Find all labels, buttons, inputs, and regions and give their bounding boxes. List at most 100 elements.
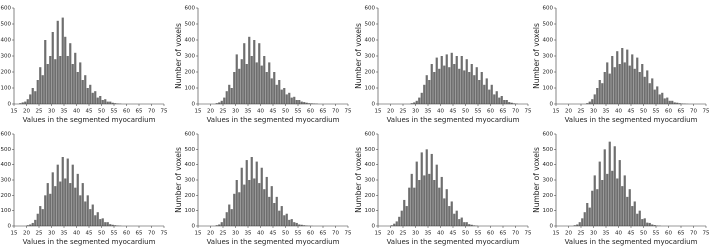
bar (468, 224, 471, 226)
x-tick-label: 45 (450, 109, 457, 115)
y-tick-label: 200 (365, 70, 376, 76)
x-tick-label: 60 (487, 231, 494, 237)
bar (598, 161, 601, 226)
bar (39, 67, 42, 104)
bar (46, 64, 49, 104)
y-tick-label: 600 (365, 132, 376, 138)
bar (99, 219, 102, 226)
y-tick-label: 500 (185, 22, 196, 28)
bar (410, 173, 413, 226)
histogram-panel: 0 100 200 300 400 500 600 15 20 25 30 35 40 45 50 55 60 6… (354, 6, 532, 125)
bar (638, 210, 641, 226)
y-tick-label: 200 (185, 70, 196, 76)
x-tick-label: 70 (690, 231, 697, 237)
bar (36, 80, 39, 104)
bar (310, 103, 313, 104)
bar (448, 67, 451, 104)
bar (263, 189, 266, 226)
bar (646, 222, 649, 226)
x-tick-label: 35 (603, 231, 610, 237)
bar (46, 183, 49, 226)
bar (628, 189, 631, 226)
y-tick-label: 200 (543, 193, 554, 199)
bar (71, 164, 74, 226)
bar (433, 72, 436, 104)
y-tick-label: 200 (185, 193, 196, 199)
x-tick-label: 30 (590, 109, 597, 115)
bar (215, 225, 218, 226)
bar (278, 210, 281, 226)
bar (293, 96, 296, 104)
x-tick-label: 35 (61, 109, 68, 115)
bar (280, 206, 283, 226)
bar (596, 189, 599, 226)
x-tick-label: 50 (640, 231, 647, 237)
histogram-panel: 0 100 200 300 400 500 600 15 20 25 30 35 40 45 50 55 60 6… (174, 132, 352, 247)
bar (220, 222, 223, 226)
bar (104, 222, 107, 226)
bar (425, 75, 428, 104)
x-tick-label: 50 (640, 109, 647, 115)
bar (508, 102, 511, 104)
bar (26, 99, 29, 104)
x-axis-label: Values in the segmented myocardium (207, 116, 340, 124)
bar (455, 56, 458, 104)
x-tick-label: 20 (565, 109, 572, 115)
bar (455, 210, 458, 226)
bar (250, 56, 253, 104)
bar (114, 225, 117, 226)
bar (298, 224, 301, 226)
x-tick-label: 70 (148, 231, 155, 237)
x-tick-label: 25 (400, 109, 407, 115)
bar (220, 100, 223, 104)
x-axis-label: Values in the segmented myocardium (207, 238, 340, 246)
bar (470, 224, 473, 226)
histogram-panel: 0 100 200 300 400 500 600 15 20 25 30 35 40 45 50 55 60 6… (1, 6, 168, 125)
y-tick-label: 400 (1, 162, 12, 168)
bar (583, 212, 586, 226)
bar (485, 78, 488, 104)
bar (601, 180, 604, 226)
y-tick-label: 400 (365, 38, 376, 44)
bar (270, 186, 273, 226)
bar (601, 83, 604, 104)
x-tick-label: 25 (578, 109, 585, 115)
x-tick-label: 40 (437, 109, 444, 115)
bar (86, 88, 89, 104)
bar (298, 100, 301, 104)
x-tick-label: 75 (703, 109, 710, 115)
x-tick-label: 75 (703, 231, 710, 237)
bar (41, 75, 44, 104)
bar (44, 195, 47, 226)
bar (631, 206, 634, 226)
bar (460, 56, 463, 104)
x-tick-label: 30 (48, 109, 55, 115)
bar (648, 83, 651, 104)
bar (430, 153, 433, 226)
bar (608, 141, 611, 226)
bar (608, 73, 611, 104)
x-tick-label: 70 (690, 109, 697, 115)
y-tick-label: 300 (543, 178, 554, 184)
bar (626, 196, 629, 226)
x-tick-label: 40 (73, 231, 80, 237)
bar (258, 43, 261, 104)
bar (410, 103, 413, 104)
bar (114, 103, 117, 104)
x-tick-label: 75 (161, 109, 168, 115)
y-axis-label: Number of voxels (354, 147, 363, 213)
bar (49, 56, 52, 104)
bar (81, 183, 84, 226)
y-tick-label: 0 (550, 224, 554, 230)
bar (651, 224, 654, 226)
bar (578, 222, 581, 226)
bar (283, 215, 286, 226)
bar (64, 36, 67, 104)
bar (243, 184, 246, 226)
x-tick-label: 30 (232, 231, 239, 237)
x-tick-label: 70 (148, 109, 155, 115)
x-tick-label: 55 (295, 109, 302, 115)
x-axis-label: Values in the segmented myocardium (387, 116, 520, 124)
x-tick-label: 15 (553, 231, 560, 237)
bar (643, 218, 646, 226)
